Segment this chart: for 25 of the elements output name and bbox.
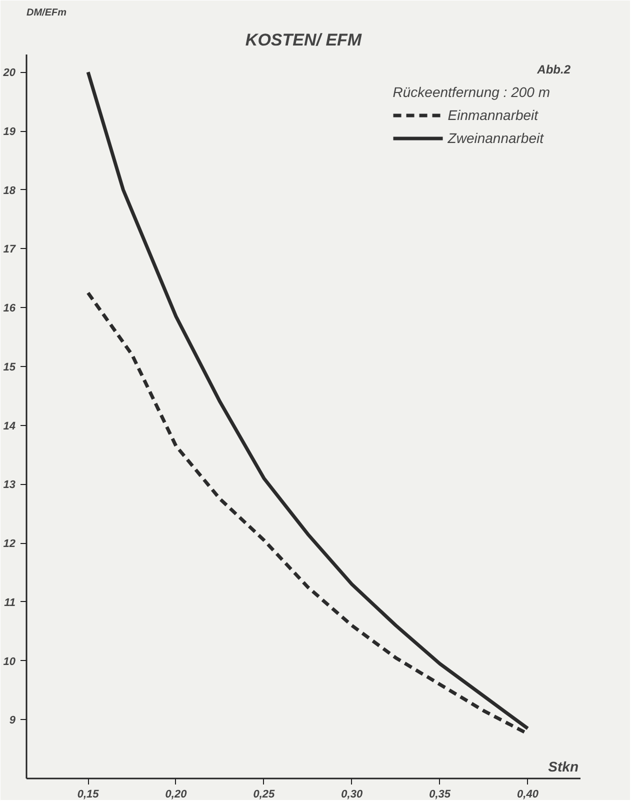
y-tick-label: 15 bbox=[3, 361, 16, 374]
y-tick-label: 10 bbox=[3, 656, 16, 668]
legend-label: Einmannarbeit bbox=[448, 107, 538, 123]
x-tick-label: 0,20 bbox=[165, 788, 188, 800]
y-tick-label: 9 bbox=[9, 714, 16, 727]
y-tick-label: 11 bbox=[4, 596, 16, 609]
annotation: Abb.2 bbox=[536, 62, 571, 76]
y-tick-label: 16 bbox=[3, 302, 16, 315]
y-tick-label: 18 bbox=[3, 184, 16, 197]
y-tick-label: 20 bbox=[2, 67, 16, 80]
y-tick-label: 13 bbox=[3, 479, 16, 492]
y-tick-label: 14 bbox=[3, 420, 16, 432]
x-tick-label: 0,40 bbox=[517, 788, 540, 800]
x-tick-label: 0,25 bbox=[253, 788, 276, 800]
y-tick-label: 12 bbox=[3, 538, 16, 550]
x-tick-label: 0,15 bbox=[77, 788, 100, 800]
y-tick-label: 17 bbox=[3, 244, 16, 256]
chart-title: KOSTEN/ EFM bbox=[245, 30, 362, 50]
y-tick-label: 19 bbox=[3, 126, 16, 138]
x-axis-title: Stkn bbox=[548, 758, 579, 774]
y-axis-title: DM/EFm bbox=[26, 8, 67, 18]
x-tick-label: 0,35 bbox=[429, 788, 452, 800]
legend-title: Rückeentfernung : 200 m bbox=[392, 84, 550, 100]
x-tick-label: 0,30 bbox=[341, 788, 364, 800]
legend-label: Zweinannarbeit bbox=[448, 130, 544, 146]
